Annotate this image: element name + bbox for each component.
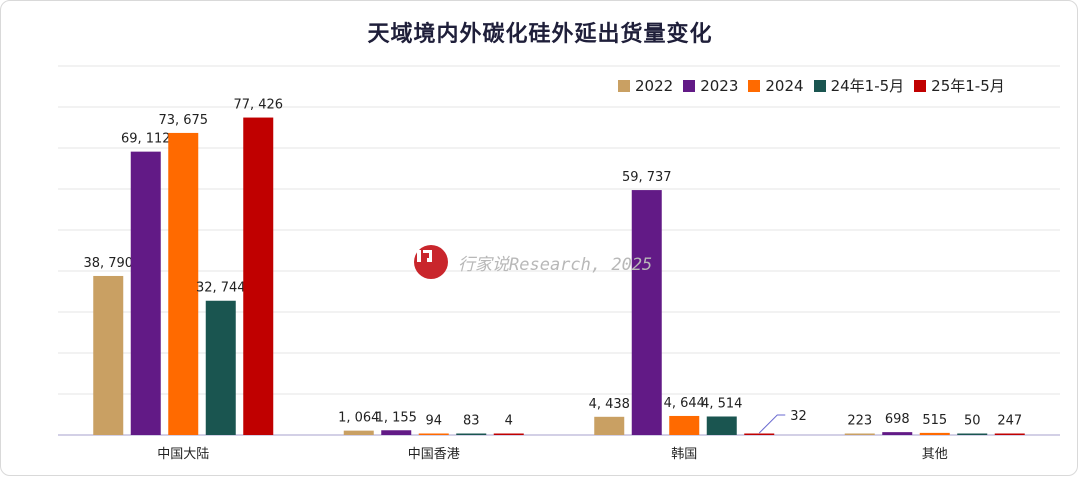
data-label: 247 [997, 414, 1022, 429]
data-label: 59, 737 [622, 170, 672, 185]
data-label: 223 [847, 414, 872, 429]
data-label: 50 [964, 414, 981, 429]
data-label: 32 [790, 409, 807, 424]
x-tick-label: 韩国 [671, 447, 697, 462]
legend-item: 25年1-5月 [914, 75, 1005, 96]
bar [744, 433, 775, 435]
data-label: 77, 426 [233, 98, 283, 113]
data-label: 698 [885, 412, 910, 427]
data-label: 1, 155 [376, 410, 417, 425]
legend-item: 2022 [618, 77, 673, 95]
bar [844, 433, 875, 435]
legend-label: 2022 [635, 76, 674, 95]
legend-item: 2023 [683, 77, 738, 95]
bar [631, 190, 662, 435]
bar [493, 433, 524, 435]
bar [168, 132, 199, 435]
bar [418, 433, 449, 435]
bar [130, 151, 161, 435]
data-label: 4, 644 [664, 396, 705, 411]
data-label: 32, 744 [196, 281, 246, 296]
data-label: 38, 790 [83, 256, 133, 271]
x-tick-label: 中国大陆 [157, 446, 209, 462]
legend-label: 2023 [700, 76, 739, 95]
bar [919, 432, 950, 435]
x-tick-label: 其他 [922, 447, 948, 462]
watermark: 行家说Research, 2025 [414, 245, 652, 279]
legend-item: 2024 [748, 76, 804, 95]
bar [243, 117, 274, 435]
chart-title: 天域境内外碳化硅外延出货量变化 [367, 22, 713, 47]
bar [994, 433, 1025, 435]
brand-logo-icon [414, 245, 448, 279]
bar [456, 433, 487, 435]
legend-swatch [683, 79, 696, 92]
legend-label: 25年1-5月 [931, 77, 1005, 95]
legend-label: 24年1-5月 [830, 77, 905, 95]
data-label: 69, 112 [121, 132, 171, 147]
data-label: 4, 438 [589, 397, 630, 412]
bar [669, 415, 700, 435]
bar [205, 300, 236, 435]
legend-swatch [618, 79, 630, 92]
data-label: 73, 675 [158, 113, 208, 128]
x-tick-label: 中国香港 [408, 447, 460, 462]
legend-swatch [813, 79, 826, 92]
leader-line [758, 414, 786, 434]
bar [594, 416, 625, 435]
data-label: 83 [463, 414, 480, 429]
bar [957, 433, 988, 435]
legend-swatch [914, 79, 927, 92]
data-label: 4, 514 [701, 396, 742, 411]
bar [381, 430, 412, 435]
bar [706, 416, 737, 435]
data-label: 515 [922, 413, 947, 428]
data-label: 1, 064 [338, 411, 379, 426]
legend-swatch [748, 79, 761, 92]
data-label: 4 [505, 414, 513, 429]
bar [882, 432, 913, 435]
legend-item: 24年1-5月 [813, 75, 905, 96]
legend-label: 2024 [765, 76, 804, 95]
bar [343, 430, 374, 435]
bar [93, 275, 124, 435]
chart-legend: 2022 2023 2024 24年1-5月 25年1-5月 [618, 75, 1015, 96]
watermark-text: 行家说Research, 2025 [458, 254, 653, 275]
data-label: 94 [425, 414, 442, 429]
